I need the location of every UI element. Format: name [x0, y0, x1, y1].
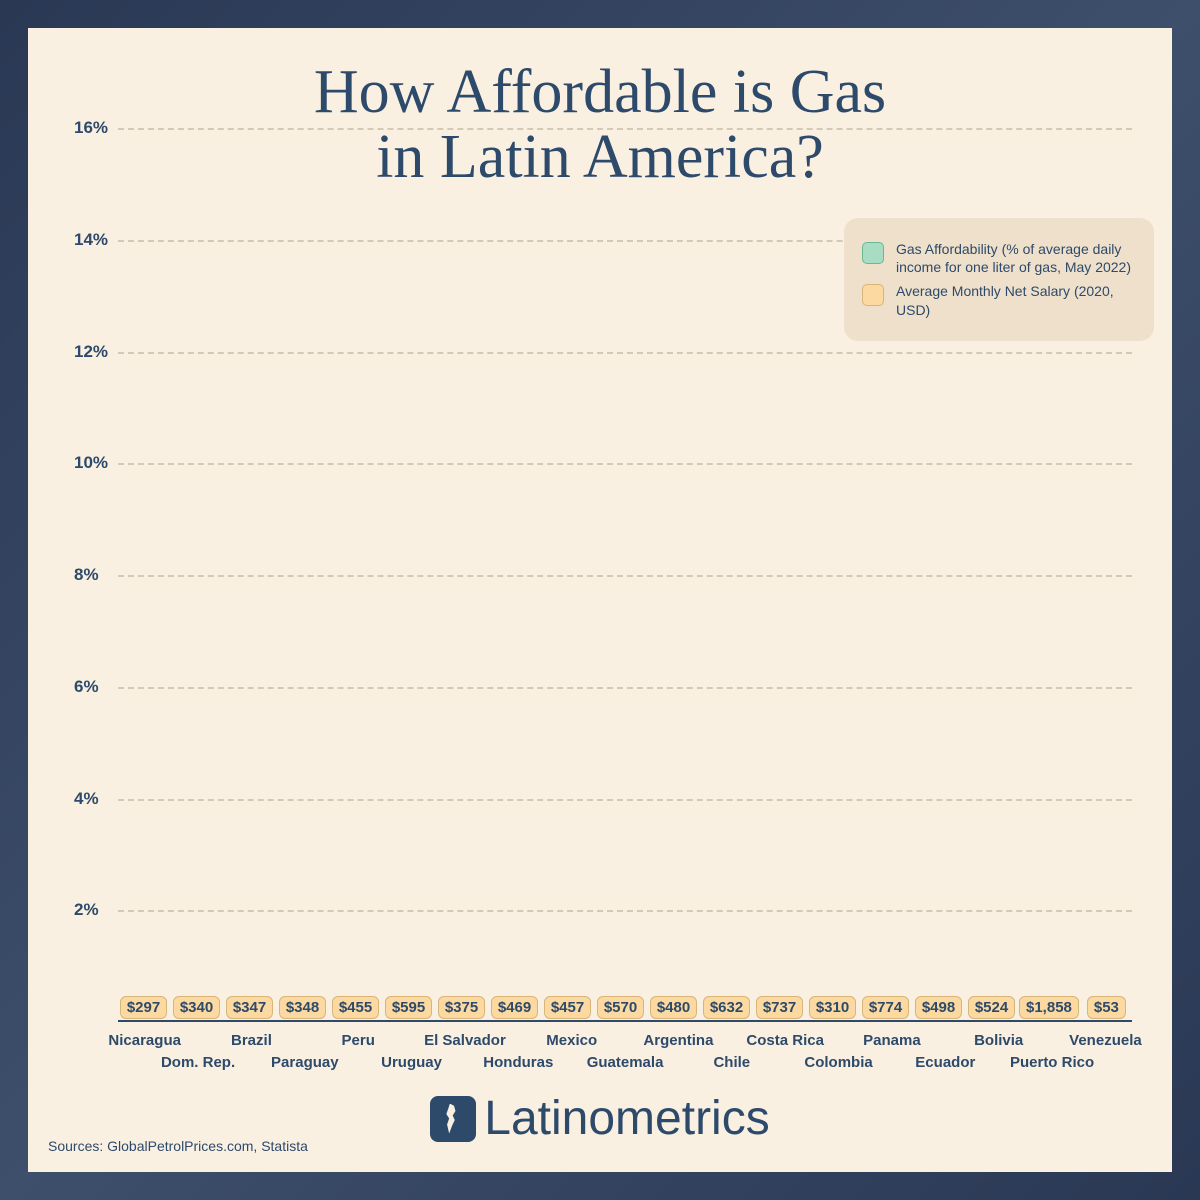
x-axis-labels: NicaraguaDom. Rep.BrazilParaguayPeruUrug…	[118, 1030, 1132, 1082]
bar-group: $737	[754, 996, 805, 1022]
x-label-slot: Paraguay	[278, 1030, 331, 1082]
salary-badge: $455	[332, 996, 379, 1019]
salary-badge: $570	[597, 996, 644, 1019]
salary-badge: $524	[968, 996, 1015, 1019]
country-label: Colombia	[804, 1054, 872, 1071]
bar-group: $480	[648, 996, 699, 1022]
brand-name: Latinometrics	[484, 1091, 769, 1146]
country-label: Honduras	[483, 1054, 553, 1071]
legend-swatch-green	[862, 242, 884, 264]
x-axis-line	[118, 1020, 1132, 1022]
bar-group: $310	[807, 996, 858, 1022]
sources-text: Sources: GlobalPetrolPrices.com, Statist…	[48, 1138, 308, 1154]
salary-badge: $347	[226, 996, 273, 1019]
salary-badge: $348	[279, 996, 326, 1019]
bar-group: $457	[542, 996, 593, 1022]
salary-badge: $457	[544, 996, 591, 1019]
salary-badge: $595	[385, 996, 432, 1019]
salary-badge: $297	[120, 996, 167, 1019]
salary-badge: $737	[756, 996, 803, 1019]
legend-item-salary: Average Monthly Net Salary (2020, USD)	[862, 282, 1136, 318]
bar-group: $347	[224, 996, 275, 1022]
y-axis-label: 10%	[74, 453, 108, 473]
legend-swatch-orange	[862, 284, 884, 306]
country-label: Nicaragua	[108, 1032, 181, 1049]
bar-group: $1,858	[1019, 996, 1079, 1022]
chart-title: How Affordable is Gas in Latin America?	[28, 60, 1172, 190]
legend-item-affordability: Gas Affordability (% of average daily in…	[862, 240, 1136, 276]
country-label: Mexico	[546, 1032, 597, 1049]
country-label: Chile	[713, 1054, 750, 1071]
salary-badge: $1,858	[1019, 996, 1079, 1019]
country-label: Brazil	[231, 1032, 272, 1049]
title-line-1: How Affordable is Gas	[314, 58, 886, 126]
infographic-card: How Affordable is Gas in Latin America? …	[28, 28, 1172, 1172]
bar-group: $774	[860, 996, 911, 1022]
legend-text-1: Gas Affordability (% of average daily in…	[896, 240, 1136, 276]
bar-group: $53	[1081, 996, 1132, 1022]
x-label-slot: Dom. Rep.	[171, 1030, 224, 1082]
x-label-slot: Honduras	[492, 1030, 545, 1082]
salary-badge: $469	[491, 996, 538, 1019]
y-axis-label: 2%	[74, 900, 99, 920]
bar-group: $469	[489, 996, 540, 1022]
x-label-slot: Venezuela	[1079, 1030, 1132, 1082]
country-label: Argentina	[643, 1032, 713, 1049]
y-axis-label: 8%	[74, 565, 99, 585]
bar-group: $455	[330, 996, 381, 1022]
x-label-slot: Colombia	[812, 1030, 865, 1082]
salary-badge: $53	[1087, 996, 1126, 1019]
country-label: Bolivia	[974, 1032, 1023, 1049]
salary-badge: $632	[703, 996, 750, 1019]
salary-badge: $774	[862, 996, 909, 1019]
bar-group: $297	[118, 996, 169, 1022]
x-label-slot: Ecuador	[919, 1030, 972, 1082]
bar-group: $632	[701, 996, 752, 1022]
bar-group: $524	[966, 996, 1017, 1022]
salary-badge: $480	[650, 996, 697, 1019]
x-label-slot: Peru	[332, 1030, 385, 1082]
x-label-slot: Panama	[865, 1030, 918, 1082]
salary-badge: $375	[438, 996, 485, 1019]
bar-group: $595	[383, 996, 434, 1022]
salary-badge: $340	[173, 996, 220, 1019]
bar-group: $340	[171, 996, 222, 1022]
country-label: Venezuela	[1069, 1032, 1142, 1049]
legend: Gas Affordability (% of average daily in…	[844, 218, 1154, 341]
country-label: Peru	[342, 1032, 375, 1049]
x-label-slot: Argentina	[652, 1030, 705, 1082]
country-label: Uruguay	[381, 1054, 442, 1071]
country-label: Paraguay	[271, 1054, 339, 1071]
y-axis-label: 12%	[74, 342, 108, 362]
country-label: Panama	[863, 1032, 921, 1049]
legend-text-2: Average Monthly Net Salary (2020, USD)	[896, 282, 1136, 318]
brand-logo-icon	[430, 1096, 476, 1142]
salary-badge: $310	[809, 996, 856, 1019]
country-label: Ecuador	[915, 1054, 975, 1071]
bar-group: $570	[595, 996, 646, 1022]
y-axis-label: 4%	[74, 789, 99, 809]
y-axis-label: 14%	[74, 230, 108, 250]
bar-group: $498	[913, 996, 964, 1022]
bar-group: $375	[436, 996, 487, 1022]
y-axis-label: 6%	[74, 677, 99, 697]
bar-group: $348	[277, 996, 328, 1022]
title-line-2: in Latin America?	[376, 123, 824, 191]
salary-badge: $498	[915, 996, 962, 1019]
